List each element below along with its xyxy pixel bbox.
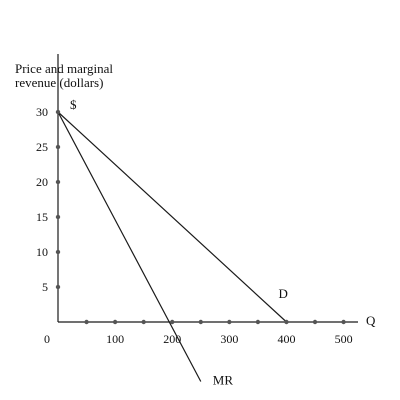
y-tick-label: 25 xyxy=(36,140,48,154)
x-tick-marker xyxy=(284,319,289,325)
x-tick-marker xyxy=(170,319,175,325)
series-label-mr: MR xyxy=(213,373,234,388)
axes xyxy=(57,54,358,323)
series-line-mr xyxy=(57,111,202,382)
x-tick-marker xyxy=(141,319,146,325)
x-tick-marker xyxy=(312,319,318,325)
x-tick-marker xyxy=(341,319,346,325)
y-tick-label: 20 xyxy=(36,175,48,189)
x-tick-marker xyxy=(112,319,118,325)
y-tick-marker xyxy=(55,109,61,115)
x-tick-marker xyxy=(198,319,203,325)
x-tick-marker xyxy=(84,319,89,325)
y-tick-marker xyxy=(55,214,61,220)
x-tick-marker xyxy=(227,319,232,325)
series-line-d xyxy=(57,111,287,323)
x-tick-marker xyxy=(255,319,261,325)
y-axis-title-line: revenue (dollars) xyxy=(15,75,103,90)
x-tick-label: 500 xyxy=(335,332,353,346)
y-tick-label: 15 xyxy=(36,210,48,224)
series-label-d: D xyxy=(278,286,287,301)
x-tick-label: 200 xyxy=(163,332,181,346)
tick-markers xyxy=(55,109,346,325)
origin-label: 0 xyxy=(44,332,50,346)
y-axis-title-line: Price and marginal xyxy=(15,61,113,76)
x-tick-label: 400 xyxy=(277,332,295,346)
labels: 5 10 15 20 25 30 100 200 300 400 500 0 Price and mar… xyxy=(15,61,376,388)
y-tick-marker xyxy=(55,249,61,255)
y-tick-marker xyxy=(55,179,61,185)
x-tick-label: 300 xyxy=(220,332,238,346)
y-tick-label: 10 xyxy=(36,245,48,259)
x-axis-title: Q xyxy=(366,313,376,328)
series-group xyxy=(57,111,287,382)
y-tick-label: 5 xyxy=(42,280,48,294)
x-tick-label: 100 xyxy=(106,332,124,346)
y-axis-unit: $ xyxy=(70,97,77,112)
y-tick-marker xyxy=(55,144,61,150)
y-tick-label: 30 xyxy=(36,105,48,119)
y-tick-marker xyxy=(55,284,61,290)
